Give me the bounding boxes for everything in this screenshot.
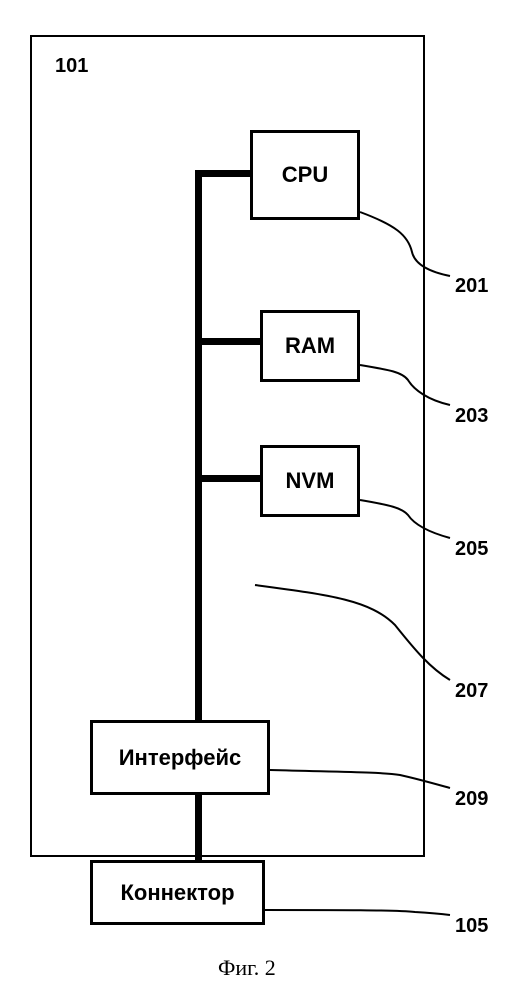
ref-203: 203: [455, 405, 488, 428]
ref-105: 105: [455, 915, 488, 938]
ref-201: 201: [455, 275, 488, 298]
ref-209: 209: [455, 788, 488, 811]
figure-caption: Фиг. 2: [218, 955, 276, 981]
leader-105: [0, 0, 517, 1000]
ref-207: 207: [455, 680, 488, 703]
ref-205: 205: [455, 538, 488, 561]
